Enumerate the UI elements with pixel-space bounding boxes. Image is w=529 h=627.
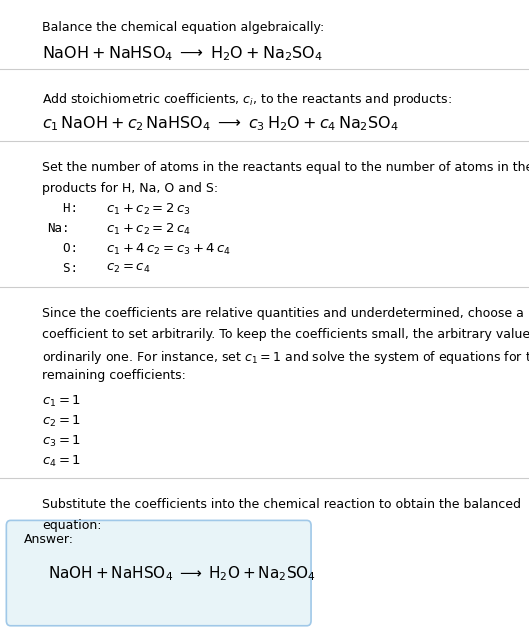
Text: $c_2 = 1$: $c_2 = 1$: [42, 414, 81, 429]
Text: ordinarily one. For instance, set $c_1 = 1$ and solve the system of equations fo: ordinarily one. For instance, set $c_1 =…: [42, 349, 529, 366]
Text: Set the number of atoms in the reactants equal to the number of atoms in the: Set the number of atoms in the reactants…: [42, 161, 529, 174]
Text: equation:: equation:: [42, 519, 102, 532]
Text: Balance the chemical equation algebraically:: Balance the chemical equation algebraica…: [42, 21, 325, 34]
Text: $\mathrm{NaOH + NaHSO_4 \;\longrightarrow\; H_2O + Na_2SO_4}$: $\mathrm{NaOH + NaHSO_4 \;\longrightarro…: [48, 564, 316, 583]
Text: $c_1 + 4\,c_2 = c_3 + 4\,c_4$: $c_1 + 4\,c_2 = c_3 + 4\,c_4$: [106, 242, 231, 257]
Text: remaining coefficients:: remaining coefficients:: [42, 369, 186, 382]
Text: Since the coefficients are relative quantities and underdetermined, choose a: Since the coefficients are relative quan…: [42, 307, 524, 320]
Text: Answer:: Answer:: [24, 533, 74, 546]
Text: products for H, Na, O and S:: products for H, Na, O and S:: [42, 182, 218, 195]
Text: $c_3 = 1$: $c_3 = 1$: [42, 434, 81, 449]
Text: Add stoichiometric coefficients, $c_i$, to the reactants and products:: Add stoichiometric coefficients, $c_i$, …: [42, 91, 452, 108]
FancyBboxPatch shape: [6, 520, 311, 626]
Text: $c_1 + c_2 = 2\,c_3$: $c_1 + c_2 = 2\,c_3$: [106, 202, 190, 217]
Text: $c_2 = c_4$: $c_2 = c_4$: [106, 262, 150, 275]
Text: O:: O:: [48, 242, 78, 255]
Text: coefficient to set arbitrarily. To keep the coefficients small, the arbitrary va: coefficient to set arbitrarily. To keep …: [42, 328, 529, 341]
Text: $c_1\,\mathrm{NaOH} + c_2\,\mathrm{NaHSO_4} \;\longrightarrow\; c_3\,\mathrm{H_2: $c_1\,\mathrm{NaOH} + c_2\,\mathrm{NaHSO…: [42, 114, 399, 133]
Text: $c_1 + c_2 = 2\,c_4$: $c_1 + c_2 = 2\,c_4$: [106, 222, 190, 237]
Text: Substitute the coefficients into the chemical reaction to obtain the balanced: Substitute the coefficients into the che…: [42, 498, 521, 511]
Text: $c_4 = 1$: $c_4 = 1$: [42, 454, 81, 469]
Text: H:: H:: [48, 202, 78, 215]
Text: Na:: Na:: [48, 222, 70, 235]
Text: $c_1 = 1$: $c_1 = 1$: [42, 394, 81, 409]
Text: S:: S:: [48, 262, 78, 275]
Text: $\mathrm{NaOH + NaHSO_4 \;\longrightarrow\; H_2O + Na_2SO_4}$: $\mathrm{NaOH + NaHSO_4 \;\longrightarro…: [42, 44, 323, 63]
